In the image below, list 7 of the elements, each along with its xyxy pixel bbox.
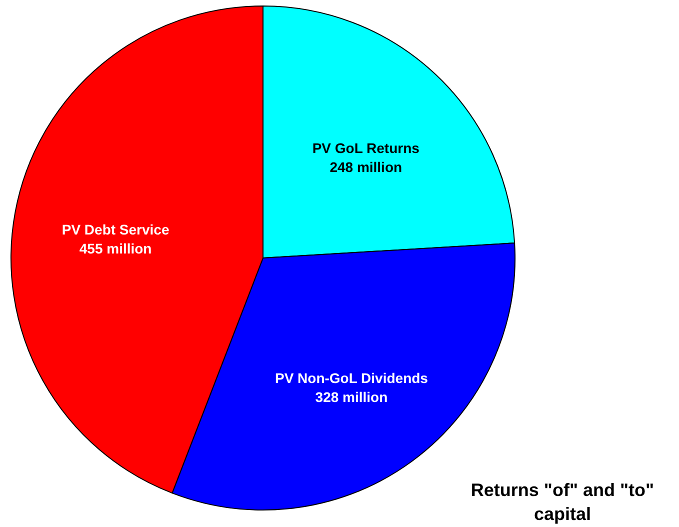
data-label: 248 million [330,158,402,175]
text: Returns "of" and "to" capital [470,479,656,526]
slice-label: PV Non-GoL Dividends [274,370,428,386]
data-label: 328 million [315,389,388,406]
data-label: 455 million [79,240,152,257]
slice-label: PV Debt Service [62,222,170,238]
slice-label: PV GoL Returns [312,140,420,156]
